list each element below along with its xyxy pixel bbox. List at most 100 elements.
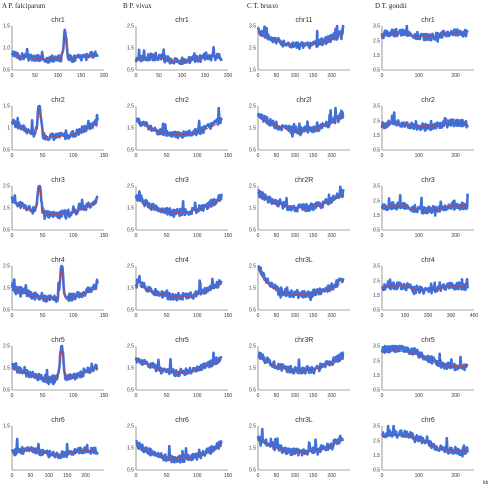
- x-tick-label: 100: [193, 233, 202, 239]
- series-trend-line: [135, 445, 222, 460]
- y-tick-label: 2.5: [373, 38, 380, 44]
- x-tick-label: 100: [45, 473, 54, 479]
- series-data-line: [10, 104, 99, 142]
- panel-title: chr11: [296, 17, 313, 24]
- y-tick-label: 0.5: [249, 148, 256, 154]
- series-trend-line: [257, 268, 344, 296]
- y-tick-label: 0.5: [3, 228, 10, 234]
- x-tick-label: 0: [11, 153, 14, 159]
- y-tick-label: 0.5: [3, 148, 10, 154]
- x-tick-label: 150: [100, 313, 109, 319]
- x-tick-label: 0: [257, 393, 260, 399]
- x-tick-label: 200: [451, 393, 460, 399]
- x-tick-label: 50: [156, 73, 162, 79]
- y-tick-label: 2.5: [249, 184, 256, 190]
- y-tick-label: 1.5: [373, 293, 380, 299]
- x-tick-label: 200: [327, 233, 336, 239]
- y-tick-label: 1.5: [127, 286, 134, 292]
- panel-title: chr3L: [295, 257, 313, 264]
- y-tick-label: 1.5: [3, 206, 10, 212]
- panel-title: chr1: [175, 17, 189, 24]
- x-tick-label: 50: [274, 233, 280, 239]
- chart-panel: chr2 2.5 1.5 0.50 50 100 150: [127, 97, 232, 159]
- y-tick-label: 0.5: [3, 308, 10, 314]
- y-tick-label: 0.5: [249, 308, 256, 314]
- series-data-line: [256, 427, 345, 457]
- y-tick-label: 1: [7, 126, 10, 132]
- series-data-line: [135, 106, 223, 140]
- panel-title: chr1: [421, 17, 435, 24]
- column-label-a: A P. falciparum: [2, 2, 46, 10]
- y-tick-label: 2.5: [249, 424, 256, 430]
- x-tick-label: 100: [415, 233, 424, 239]
- chart-panel: chr2 1.5 1 0.50 50 100 150: [3, 97, 108, 159]
- x-tick-label: 0: [135, 153, 138, 159]
- x-tick-label: 150: [309, 233, 318, 239]
- y-tick-label: 3.5: [249, 24, 256, 30]
- series-trend-line: [381, 434, 468, 452]
- y-tick-label: 3.5: [373, 184, 380, 190]
- series-data-line: [134, 351, 223, 378]
- series-trend-line: [11, 36, 98, 60]
- chart-panel: chr3 2.5 1.5 0.50 50 100 150: [3, 177, 108, 239]
- y-tick-label: 2.5: [127, 424, 134, 430]
- series-data-line: [10, 28, 99, 64]
- x-tick-label: 150: [224, 473, 233, 479]
- y-tick-label: 3.5: [373, 424, 380, 430]
- panel-title: chr2: [421, 97, 435, 104]
- x-tick-label: 0: [11, 313, 14, 319]
- series-trend-line: [381, 122, 468, 128]
- series-data-line: [380, 111, 469, 132]
- series-data-line: [380, 424, 469, 458]
- y-tick-label: 1.5: [3, 286, 10, 292]
- chart-panel: chr3L 2.5 1.5 0.50 50 100 150 200: [249, 417, 350, 479]
- chart-panel: chr2 3.5 2.5 1.5 0.50 100 200: [373, 97, 474, 159]
- y-tick-label: 2.5: [127, 24, 134, 30]
- panel-title: chr3: [175, 177, 189, 184]
- x-tick-label: 50: [164, 153, 170, 159]
- y-tick-label: 3.5: [373, 24, 380, 30]
- panel-title: chr2l: [296, 97, 312, 104]
- x-tick-label: 50: [40, 233, 46, 239]
- y-tick-label: 2.5: [373, 438, 380, 444]
- panel-title: chr2R: [295, 177, 314, 184]
- chart-panel: chr2l 2.5 1.5 0.50 50 100 150 200: [249, 97, 350, 159]
- chart-panel: chr6 1.5 0 50 100 150 200: [3, 417, 104, 479]
- y-tick-label: 1.5: [373, 213, 380, 219]
- y-tick-label: 1.5: [373, 373, 380, 379]
- y-tick-label: 0.5: [249, 468, 256, 474]
- y-tick-label: 1.5: [249, 68, 256, 74]
- x-tick-label: 0: [135, 473, 138, 479]
- y-tick-label: 0.5: [127, 468, 134, 474]
- series-trend-line: [11, 186, 98, 216]
- x-tick-label: 0: [257, 153, 260, 159]
- x-tick-label: 100: [193, 393, 202, 399]
- x-tick-label: 200: [424, 313, 433, 319]
- series-trend-line: [257, 438, 344, 453]
- x-tick-label: 0: [257, 473, 260, 479]
- x-tick-label: 200: [327, 153, 336, 159]
- y-tick-label: 2.5: [3, 264, 10, 270]
- x-tick-label: 50: [164, 393, 170, 399]
- chart-panel: chr4 2.5 1.5 0.50 50 100 150: [3, 257, 108, 319]
- series-trend-line: [135, 358, 222, 373]
- x-tick-label: 0: [257, 73, 260, 79]
- series-data-line: [380, 24, 469, 43]
- y-tick-label: 2.5: [127, 184, 134, 190]
- series-trend-line: [381, 350, 468, 368]
- x-tick-label: 200: [451, 233, 460, 239]
- x-tick-label: 100: [69, 153, 78, 159]
- x-tick-label: 0: [135, 313, 138, 319]
- y-tick-label: 1.5: [249, 366, 256, 372]
- series-trend-line: [381, 32, 468, 38]
- x-tick-label: 100: [415, 393, 424, 399]
- x-tick-label: 0: [11, 73, 14, 79]
- series-data-line: [380, 277, 469, 296]
- y-tick-label: 1.5: [127, 206, 134, 212]
- chart-panel: chr3L 2.5 1.5 0.50 50 100 150 200: [249, 257, 350, 319]
- y-tick-label: 2.5: [373, 278, 380, 284]
- x-tick-label: 100: [178, 73, 187, 79]
- chart-panel: chr4 3.5 2.5 1.5 0.50 100 200 300 400: [373, 257, 478, 319]
